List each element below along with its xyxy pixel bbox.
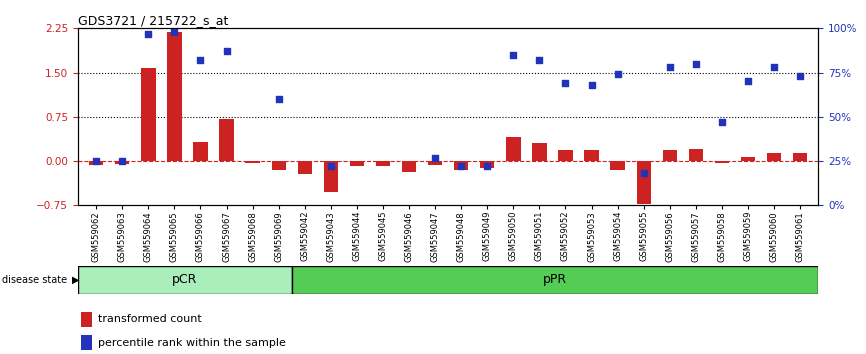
- Text: GDS3721 / 215722_s_at: GDS3721 / 215722_s_at: [78, 14, 229, 27]
- Point: [741, 79, 755, 84]
- Bar: [714, 161, 729, 163]
- Bar: [350, 161, 364, 166]
- Bar: [167, 33, 182, 161]
- Bar: [89, 161, 103, 165]
- Bar: [506, 137, 520, 161]
- Bar: [637, 161, 651, 204]
- Text: disease state: disease state: [2, 275, 67, 285]
- Point: [428, 155, 442, 160]
- Point: [637, 171, 650, 176]
- Bar: [141, 68, 156, 161]
- Text: pPR: pPR: [543, 273, 567, 286]
- Bar: [324, 161, 338, 192]
- Point: [220, 48, 234, 54]
- Bar: [78, 266, 292, 294]
- Bar: [81, 335, 92, 350]
- Point: [324, 164, 338, 169]
- Bar: [793, 153, 807, 161]
- Bar: [740, 157, 755, 161]
- Text: ▶: ▶: [72, 275, 80, 285]
- Text: transformed count: transformed count: [98, 314, 202, 324]
- Bar: [115, 161, 129, 164]
- Bar: [688, 149, 703, 161]
- Bar: [611, 161, 624, 170]
- Point: [193, 57, 207, 63]
- Point: [272, 96, 286, 102]
- Bar: [298, 161, 312, 174]
- Point: [767, 64, 781, 70]
- Point: [167, 29, 181, 35]
- Bar: [559, 150, 572, 161]
- Point: [115, 158, 129, 164]
- Point: [585, 82, 598, 88]
- Text: pCR: pCR: [172, 273, 197, 286]
- Bar: [219, 119, 234, 161]
- Point: [481, 164, 494, 169]
- Bar: [585, 150, 598, 161]
- Point: [689, 61, 703, 67]
- Bar: [272, 161, 286, 170]
- Bar: [245, 161, 260, 163]
- Bar: [402, 161, 417, 172]
- Bar: [480, 161, 494, 168]
- Text: percentile rank within the sample: percentile rank within the sample: [98, 338, 286, 348]
- Point: [793, 73, 807, 79]
- Point: [533, 57, 546, 63]
- Point: [611, 72, 624, 77]
- Bar: [662, 150, 677, 161]
- Point: [715, 119, 729, 125]
- Bar: [533, 143, 546, 161]
- Point: [141, 31, 155, 36]
- Bar: [81, 312, 92, 327]
- Point: [662, 64, 676, 70]
- Point: [89, 158, 103, 164]
- Point: [559, 80, 572, 86]
- Bar: [454, 161, 469, 170]
- Bar: [292, 266, 818, 294]
- Point: [507, 52, 520, 58]
- Bar: [767, 153, 781, 161]
- Bar: [193, 142, 208, 161]
- Point: [455, 164, 469, 169]
- Bar: [428, 161, 443, 165]
- Bar: [376, 161, 391, 166]
